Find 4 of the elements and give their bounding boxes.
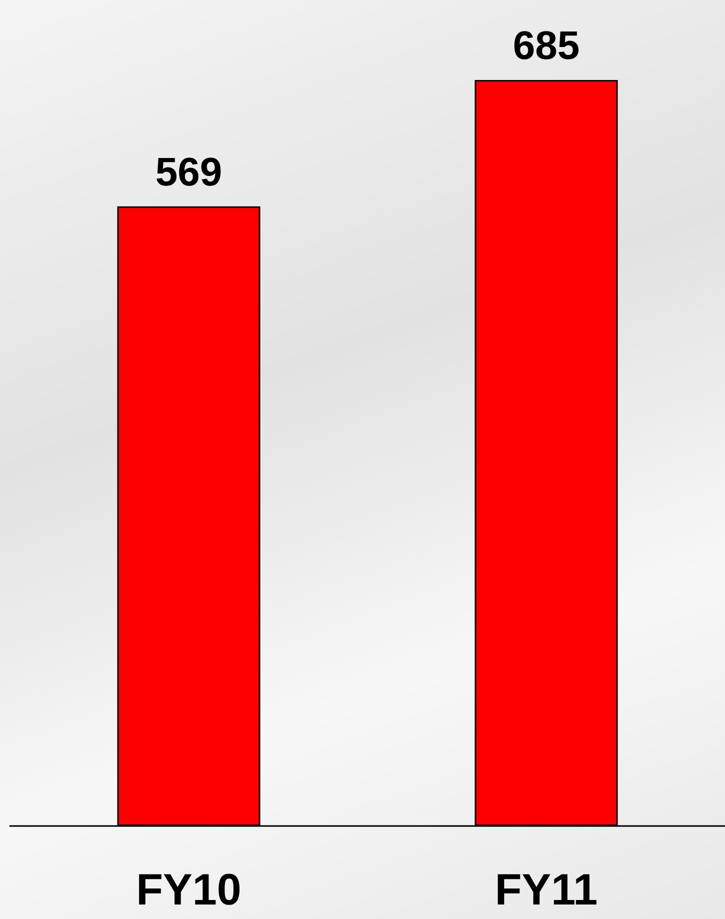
x-tick-label: FY11 [494, 866, 598, 914]
x-tick-label: FY10 [136, 866, 242, 914]
data-label: 685 [512, 24, 580, 68]
data-label: 569 [155, 150, 222, 194]
